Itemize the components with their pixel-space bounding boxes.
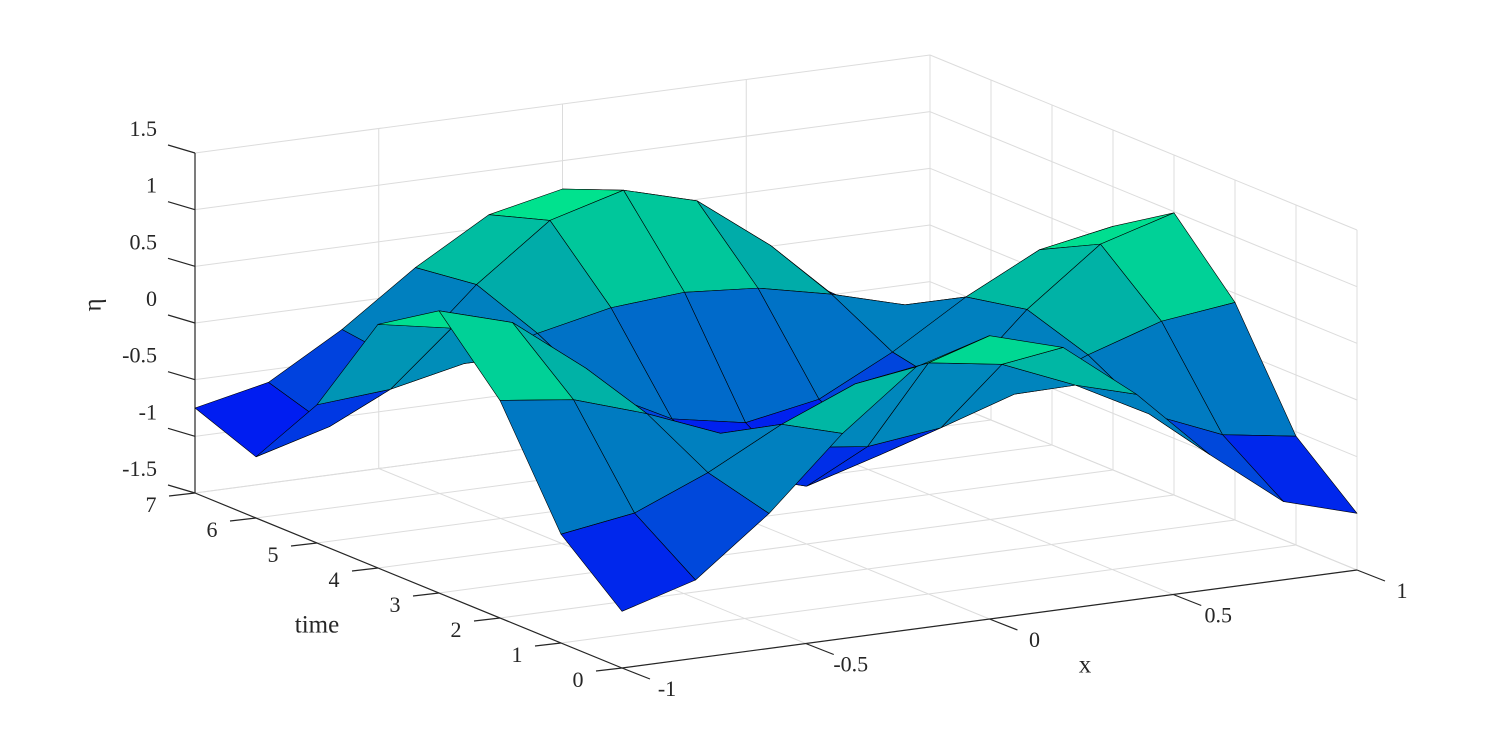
x-tick (1173, 593, 1202, 607)
z-tick (167, 201, 196, 211)
grid-line (438, 494, 1175, 594)
z-tick (167, 427, 196, 437)
time-tick-label: 2 (451, 617, 462, 642)
time-tick-label: 0 (573, 667, 584, 692)
time-tick (473, 617, 501, 622)
time-tick-label: 5 (268, 542, 279, 567)
grid-line (929, 394, 1358, 571)
time-tick-label: 1 (512, 642, 523, 667)
time-axis-label: time (295, 612, 339, 639)
surface-patch (560, 512, 696, 612)
time-tick (412, 592, 440, 597)
z-tick-label: 0.5 (130, 229, 158, 254)
x-tick-label: 0 (1029, 627, 1040, 652)
time-tick (168, 492, 196, 497)
grid-line (560, 544, 1297, 644)
x-tick (621, 667, 651, 680)
time-tick-label: 7 (146, 492, 157, 517)
z-tick-label: -0.5 (122, 343, 157, 368)
x-tick-label: -0.5 (833, 652, 868, 677)
grid-line (929, 111, 1358, 288)
time-tick-label: 4 (329, 567, 340, 592)
z-tick-label: 1.5 (130, 116, 158, 141)
x-tick-label: -1 (658, 676, 676, 701)
x-tick-label: 0.5 (1205, 603, 1233, 628)
grid-line (194, 111, 931, 211)
time-tick-label: 6 (207, 517, 218, 542)
time-tick (351, 567, 379, 572)
time-tick (290, 542, 318, 547)
z-tick (167, 144, 196, 154)
x-tick-label: 1 (1397, 578, 1408, 603)
z-tick (167, 314, 196, 324)
grid-line (194, 54, 931, 154)
z-tick-label: -1 (139, 399, 157, 424)
z-tick-label: 1 (146, 173, 157, 198)
z-tick (167, 371, 196, 381)
z-tick (167, 257, 196, 267)
z-tick-label: -1.5 (122, 456, 157, 481)
x-tick (1356, 569, 1386, 582)
time-tick (534, 642, 562, 647)
time-tick-label: 3 (390, 592, 401, 617)
z-tick-label: 0 (146, 286, 157, 311)
z-tick (167, 484, 196, 494)
time-tick (595, 667, 623, 672)
time-tick (229, 517, 257, 522)
x-axis-label: x (1079, 652, 1092, 679)
z-axis-label: η (80, 298, 107, 311)
x-tick (989, 618, 1018, 631)
x-tick (805, 642, 834, 656)
time-axis-line (194, 492, 623, 669)
grid-line (929, 54, 1358, 231)
